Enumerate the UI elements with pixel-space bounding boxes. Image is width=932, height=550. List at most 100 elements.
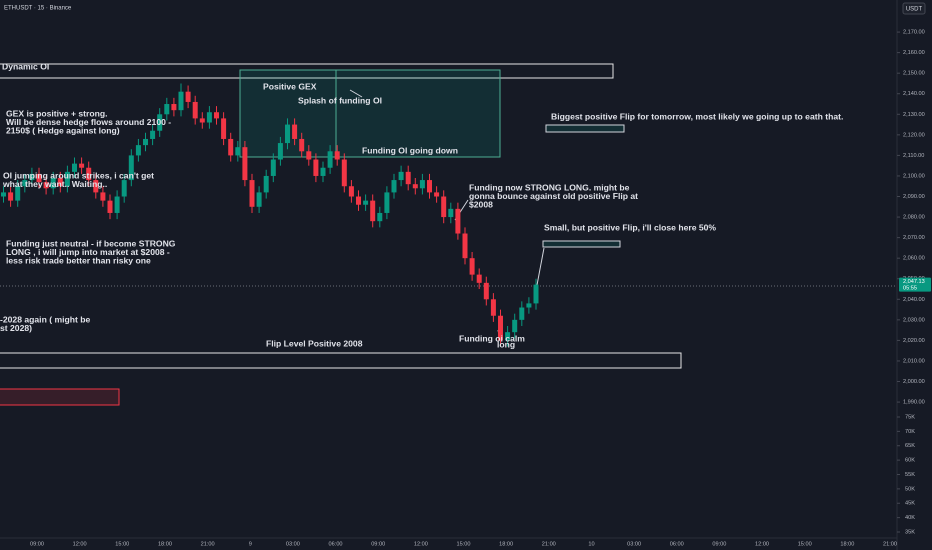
dynamic-oi-box xyxy=(0,63,614,79)
annotation: OI jumping around strikes, i can't get xyxy=(3,170,154,180)
gex-box xyxy=(239,69,501,158)
candle-body xyxy=(206,112,212,123)
candle-body xyxy=(533,284,539,304)
annotation: -2028 again ( might be xyxy=(0,314,90,324)
y-tick-label: 2,030.00 xyxy=(903,317,925,323)
candle-body xyxy=(377,212,383,222)
y2-tick-label: 50K xyxy=(905,486,915,492)
candle-body xyxy=(405,171,411,185)
candle-body xyxy=(398,171,404,181)
y-tick-label: 2,150.00 xyxy=(903,71,925,77)
symbol-label: ETHUSDT · 15 · Binance xyxy=(4,6,72,12)
candle-body xyxy=(448,208,454,218)
y2-tick-label: 60K xyxy=(905,458,915,464)
candle-body xyxy=(128,155,134,181)
annotation: Funding just neutral - if become STRONG xyxy=(6,238,176,248)
candle-body xyxy=(391,180,397,193)
candle-body xyxy=(8,192,14,201)
x-tick-label: 21:00 xyxy=(883,541,897,547)
y-tick-label: 2,040.00 xyxy=(903,297,925,303)
candle-body xyxy=(57,178,63,187)
y-tick-label: 2,060.00 xyxy=(903,256,925,262)
candle-body xyxy=(135,145,141,156)
flip-level-box xyxy=(0,352,682,369)
y2-tick-label: 70K xyxy=(905,429,915,435)
x-tick-label: 21:00 xyxy=(201,541,215,547)
candle-body xyxy=(483,282,489,300)
last-price-label: 2,047.13 xyxy=(903,279,925,285)
candle-body xyxy=(299,138,305,152)
candle-body xyxy=(150,130,156,139)
y2-tick-label: 75K xyxy=(905,414,915,420)
y-tick-label: 2,080.00 xyxy=(903,215,925,221)
y2-tick-label: 40K xyxy=(905,515,915,521)
y-tick-label: 2,090.00 xyxy=(903,194,925,200)
annotation: Flip Level Positive 2008 xyxy=(266,338,363,348)
candle-body xyxy=(526,303,532,308)
annotation: Splash of funding OI xyxy=(298,95,382,105)
x-tick-label: 09:00 xyxy=(371,541,385,547)
candle-body xyxy=(72,163,77,172)
annotation: Funding now STRONG LONG. might be xyxy=(469,182,630,192)
annotation: Will be dense hedge flows around 2100 - xyxy=(6,117,171,127)
red-box xyxy=(0,388,120,406)
y-tick-label: 1,990.00 xyxy=(903,400,925,406)
candle-body xyxy=(505,332,511,341)
x-tick-label: 12:00 xyxy=(414,541,428,547)
x-tick-label: 10 xyxy=(588,541,594,547)
candle-body xyxy=(270,159,276,176)
candle-body xyxy=(121,180,127,197)
candle-body xyxy=(285,124,290,144)
x-tick-label: 18:00 xyxy=(840,541,854,547)
annotation: gonna bounce against old positive Flip a… xyxy=(469,191,638,201)
candle-body xyxy=(185,91,191,102)
candle-body xyxy=(498,315,503,341)
candle-body xyxy=(320,167,326,176)
currency-box xyxy=(902,2,926,15)
candle-body xyxy=(356,196,361,205)
y-tick-label: 2,100.00 xyxy=(903,173,925,179)
candle-body xyxy=(171,104,177,111)
y2-tick-label: 45K xyxy=(905,501,915,507)
y-tick-label: 2,070.00 xyxy=(903,235,925,241)
x-tick-label: 9 xyxy=(249,541,252,547)
candle-body xyxy=(93,180,99,193)
candle-body xyxy=(419,180,425,189)
candle-body xyxy=(348,186,354,197)
last-price-tag xyxy=(899,277,931,292)
x-tick-label: 09:00 xyxy=(712,541,726,547)
x-tick-label: 21:00 xyxy=(542,541,556,547)
annotation: st 2028) xyxy=(0,323,32,333)
x-tick-label: 03:00 xyxy=(627,541,641,547)
candle-body xyxy=(469,258,475,275)
candle-body xyxy=(434,192,440,197)
y-tick-label: 2,170.00 xyxy=(903,30,925,36)
x-tick-label: 06:00 xyxy=(670,541,684,547)
candle-body xyxy=(50,178,56,189)
candle-body xyxy=(164,104,170,115)
candle-body xyxy=(43,182,49,189)
pointer xyxy=(349,89,363,98)
x-tick-label: 15:00 xyxy=(798,541,812,547)
currency-label: USDT xyxy=(906,7,923,13)
candle-body xyxy=(370,200,376,222)
annotation: LONG , i will jump into market at $2008 … xyxy=(6,247,170,257)
x-tick-label: 15:00 xyxy=(457,541,471,547)
y2-tick-label: 55K xyxy=(905,472,915,478)
candle-body xyxy=(363,200,369,205)
candle-body xyxy=(306,151,312,160)
x-tick-label: 12:00 xyxy=(73,541,87,547)
candle-body xyxy=(235,147,241,156)
x-tick-label: 18:00 xyxy=(158,541,172,547)
candle-body xyxy=(384,192,390,213)
countdown-label: 05:55 xyxy=(903,286,917,292)
candle-body xyxy=(490,299,496,316)
candle-body xyxy=(79,163,85,168)
candle-body xyxy=(114,196,120,213)
annotation: Small, but positive Flip, i'll close her… xyxy=(544,222,716,232)
annotation: 2150$ ( Hedge against long) xyxy=(6,125,120,135)
candle-body xyxy=(29,173,35,181)
y-tick-label: 2,010.00 xyxy=(903,358,925,364)
